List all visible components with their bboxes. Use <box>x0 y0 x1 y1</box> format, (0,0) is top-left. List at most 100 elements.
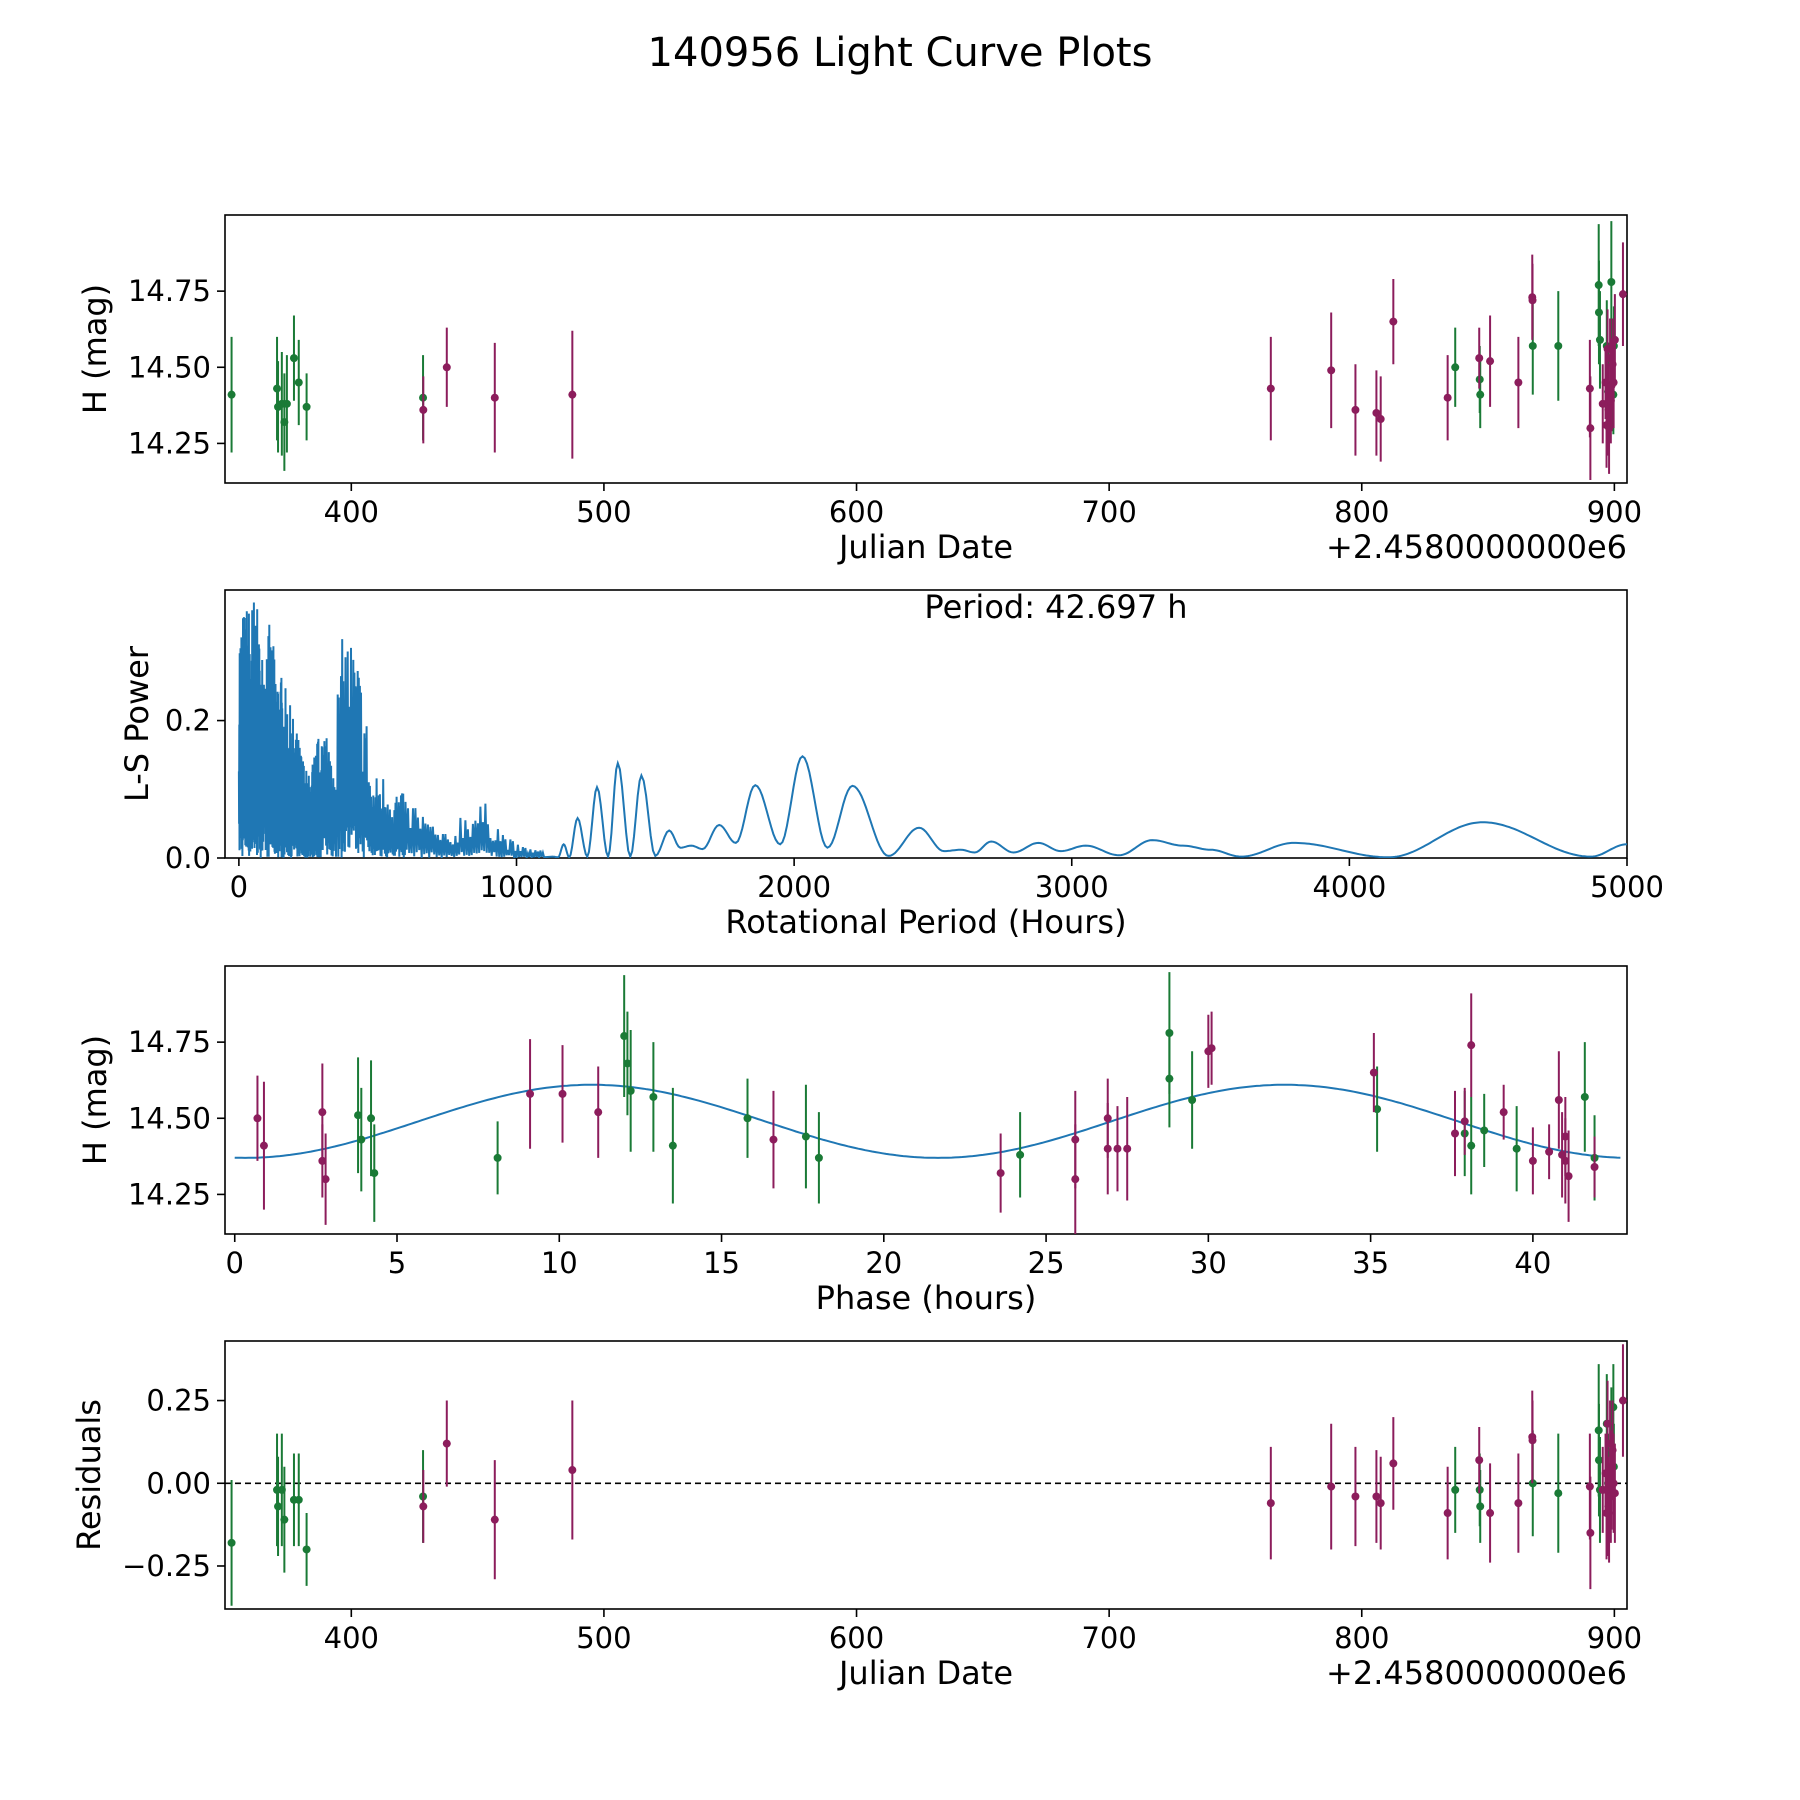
phased-ytick-label: 14.25 <box>128 1177 211 1211</box>
lightcurve-point-green <box>1607 278 1616 286</box>
lightcurve-point-green <box>1554 341 1563 350</box>
lightcurve-point-magenta <box>1586 424 1595 433</box>
residuals-ytick-label: 0.00 <box>146 1466 211 1500</box>
phased-point-green <box>801 1132 810 1141</box>
phased-point-magenta <box>1564 1172 1573 1181</box>
lightcurve-point-green <box>1594 308 1603 317</box>
figure-title: 140956 Light Curve Plots <box>648 30 1153 76</box>
phased-point-magenta <box>1123 1144 1132 1153</box>
residuals-xtick-label: 800 <box>1334 1621 1389 1655</box>
residuals-point-magenta <box>1610 1489 1619 1498</box>
phased-point-magenta <box>558 1089 567 1098</box>
residuals-point-green <box>1554 1489 1563 1498</box>
phased-point-green <box>1467 1141 1476 1150</box>
phased-point-green <box>354 1111 363 1120</box>
lightcurve-xtick-label: 900 <box>1587 495 1642 529</box>
phased-points <box>253 972 1599 1234</box>
lightcurve-point-magenta <box>1351 405 1360 414</box>
residuals-point-green <box>302 1545 311 1554</box>
residuals-point-green <box>1451 1485 1460 1494</box>
phased-point-magenta <box>1528 1156 1537 1165</box>
phased-point-green <box>743 1114 752 1123</box>
lightcurve-offset: +2.4580000000e6 <box>1326 528 1627 566</box>
residuals-point-magenta <box>419 1502 428 1511</box>
phased-point-green <box>1188 1096 1197 1104</box>
phased-point-magenta <box>1561 1132 1570 1141</box>
lightcurve-point-green <box>1476 390 1485 399</box>
phased-point-green <box>367 1114 376 1123</box>
lightcurve-point-magenta <box>442 363 451 372</box>
periodogram-frame <box>224 589 1628 859</box>
lightcurve-point-green <box>294 378 303 387</box>
periodogram-xtick-label: 3000 <box>1035 870 1109 904</box>
phased-point-green <box>814 1153 823 1162</box>
lightcurve-point-magenta <box>1610 335 1619 344</box>
phased-point-magenta <box>1554 1096 1563 1104</box>
lightcurve-point-magenta <box>1443 393 1452 402</box>
lightcurve-xtick-label: 600 <box>829 495 884 529</box>
phased-point-magenta <box>526 1089 535 1098</box>
phased-model-curve <box>234 1083 1621 1159</box>
residuals-xtick-label: 400 <box>324 1621 379 1655</box>
panel-periodogram: Period: 42.697 h Rotational Period (Hour… <box>118 588 1628 941</box>
phased-point-green <box>623 1059 632 1068</box>
phased-point-green <box>1480 1126 1489 1135</box>
panel-residuals: Julian Date Residuals +2.4580000000e6 <box>70 1340 1628 1692</box>
lightcurve-point-magenta <box>1389 317 1398 326</box>
lightcurve-point-magenta <box>1609 378 1618 387</box>
residuals-point-green <box>294 1495 303 1504</box>
phased-point-magenta <box>996 1169 1005 1178</box>
phased-point-magenta <box>1499 1108 1508 1117</box>
periodogram-xtick-label: 0 <box>230 870 248 904</box>
lightcurve-point-magenta <box>419 405 428 414</box>
lightcurve-point-magenta <box>490 393 499 402</box>
periodogram-xlabel: Rotational Period (Hours) <box>725 903 1126 941</box>
phased-point-magenta <box>1071 1175 1080 1184</box>
residuals-point-green <box>280 1515 289 1524</box>
phased-xtick-label: 20 <box>865 1246 902 1280</box>
phased-point-green <box>649 1092 658 1101</box>
residuals-point-magenta <box>1327 1482 1336 1491</box>
lightcurve-point-magenta <box>1486 357 1495 366</box>
phased-xtick-label: 0 <box>226 1246 244 1280</box>
phased-ytick-label: 14.50 <box>128 1101 211 1135</box>
phased-point-magenta <box>318 1108 327 1117</box>
residuals-ylabel: Residuals <box>70 1399 108 1551</box>
residuals-point-green <box>274 1502 283 1511</box>
lightcurve-point-magenta <box>1372 408 1381 417</box>
lightcurve-point-magenta <box>1376 415 1385 424</box>
periodogram-xtick-label: 4000 <box>1312 870 1386 904</box>
lightcurve-ylabel: H (mag) <box>76 284 114 414</box>
residuals-point-magenta <box>1475 1456 1484 1465</box>
residuals-points <box>227 1344 1627 1606</box>
residuals-point-magenta <box>1514 1499 1523 1508</box>
phased-xtick-label: 10 <box>541 1246 578 1280</box>
residuals-xlabel: Julian Date <box>837 1654 1013 1692</box>
lightcurve-point-green <box>302 402 311 411</box>
residuals-xtick-label: 700 <box>1081 1621 1136 1655</box>
periodogram-line <box>237 602 1627 858</box>
phased-ytick-label: 14.75 <box>128 1025 211 1059</box>
residuals-xtick-label: 600 <box>829 1621 884 1655</box>
panel-lightcurve: Julian Date H (mag) +2.4580000000e6 <box>76 214 1628 566</box>
residuals-xtick-label: 900 <box>1587 1621 1642 1655</box>
lightcurve-point-magenta <box>568 390 577 399</box>
phased-point-green <box>668 1141 677 1150</box>
phased-frame <box>224 965 1628 1235</box>
phased-point-green <box>1512 1144 1521 1153</box>
lightcurve-xtick-label: 800 <box>1334 495 1389 529</box>
phased-point-magenta <box>1450 1129 1459 1138</box>
phased-point-magenta <box>1460 1117 1469 1126</box>
phased-xtick-label: 5 <box>388 1246 406 1280</box>
lightcurve-frame <box>224 214 1628 484</box>
lightcurve-point-magenta <box>1618 290 1627 299</box>
periodogram-xtick-label: 2000 <box>757 870 831 904</box>
phased-point-green <box>357 1135 366 1144</box>
phased-point-magenta <box>1558 1150 1567 1159</box>
phased-point-magenta <box>1369 1068 1378 1077</box>
lightcurve-xtick-label: 400 <box>324 495 379 529</box>
residuals-point-magenta <box>1389 1459 1398 1468</box>
phased-point-green <box>370 1169 379 1178</box>
residuals-point-magenta <box>1609 1479 1618 1488</box>
